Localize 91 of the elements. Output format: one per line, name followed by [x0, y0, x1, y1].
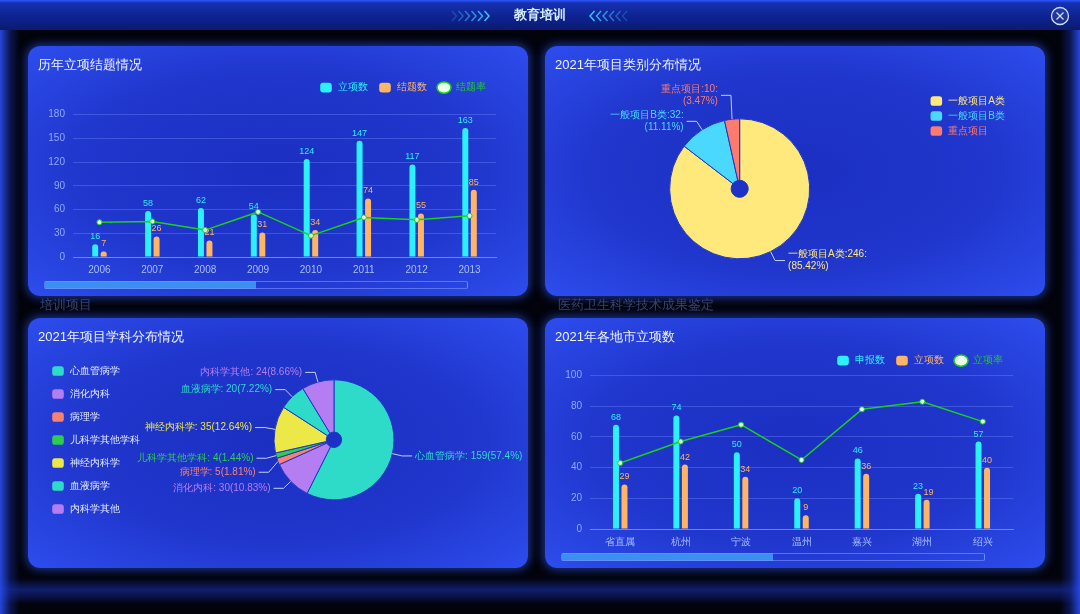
chart-title: 2021年项目学科分布情况: [38, 329, 184, 345]
legend-label: 内科学其他: [70, 502, 120, 514]
legend-label: 消化内科: [70, 387, 110, 399]
data-label: 31: [257, 219, 268, 230]
legend-label: 一般项目B类: [948, 109, 1005, 121]
data-label: 重点项目:10: (3.47%): [661, 83, 718, 107]
data-label: 29: [619, 471, 630, 482]
legend-label: 心血管病学: [69, 364, 120, 376]
data-label: 一般项目A类:246: (85.42%): [788, 248, 867, 272]
x-tick-label: 2010: [299, 263, 323, 275]
x-tick-label: 2013: [458, 263, 482, 275]
y-tick-label: 60: [53, 203, 66, 215]
data-label: 55: [415, 200, 426, 211]
data-label: 62: [195, 194, 206, 205]
legend-label: 病理学: [70, 410, 100, 422]
legend-label: 神经内科学: [70, 456, 120, 468]
data-label: 7: [101, 238, 107, 249]
y-tick-label: 90: [53, 179, 66, 191]
y-tick-label: 120: [48, 155, 66, 167]
x-tick-label: 绍兴: [972, 535, 993, 547]
data-label: 124: [299, 145, 315, 156]
data-label: 34: [740, 463, 751, 474]
data-label: 一般项目B类:32: (11.11%): [610, 109, 684, 133]
data-label: 74: [671, 402, 682, 413]
legend-label: 立项数: [914, 354, 944, 366]
y-tick-label: 40: [570, 461, 583, 473]
legend-label: 立项数: [338, 81, 368, 93]
y-tick-label: 150: [48, 132, 66, 144]
data-label: 血液病学: 20(7.22%): [180, 383, 273, 395]
data-label: 57: [973, 428, 984, 439]
data-label: 74: [363, 185, 374, 196]
data-label: 20: [792, 485, 803, 496]
data-label: 内科学其他: 24(8.66%): [200, 366, 303, 378]
data-label: 46: [852, 445, 863, 456]
legend-label: 申报数: [855, 354, 885, 366]
data-label: 36: [861, 460, 872, 471]
data-label: 病理学: 5(1.81%): [179, 465, 256, 477]
x-tick-label: 省直属: [605, 535, 636, 547]
x-tick-label: 2008: [194, 263, 217, 275]
x-tick-label: 2006: [88, 263, 111, 275]
x-tick-label: 温州: [791, 535, 812, 547]
y-tick-label: 30: [53, 227, 66, 239]
legend-label: 结题数: [397, 81, 427, 93]
y-tick-label: 180: [48, 108, 66, 120]
text: 教育培训: [514, 7, 566, 23]
chart-title: 历年立项结题情况: [38, 57, 142, 73]
data-label: 163: [457, 115, 473, 126]
data-label: 心血管病学: 159(57.4%): [414, 449, 523, 461]
legend-label: 儿科学其他学科: [70, 433, 140, 445]
data-label: 85: [468, 176, 479, 187]
chart-title: 2021年各地市立项数: [555, 329, 675, 345]
data-label: 42: [679, 451, 690, 462]
y-tick-label: 0: [576, 522, 583, 534]
data-label: 21: [204, 227, 215, 238]
y-tick-label: 100: [565, 369, 583, 381]
data-label: 68: [610, 411, 621, 422]
x-tick-label: 嘉兴: [851, 535, 872, 547]
y-tick-label: 0: [59, 250, 66, 262]
data-label: 26: [151, 223, 162, 234]
data-label: 19: [923, 486, 934, 497]
text: 培训项目: [40, 297, 92, 312]
data-label: 34: [310, 217, 321, 228]
x-tick-label: 2012: [405, 263, 429, 275]
data-label: 消化内科: 30(10.83%): [173, 482, 271, 494]
x-tick-label: 杭州: [669, 535, 691, 547]
y-tick-label: 20: [570, 492, 583, 504]
data-label: 40: [982, 454, 993, 465]
data-label: 147: [352, 127, 368, 138]
y-tick-label: 80: [570, 400, 583, 412]
data-label: 16: [90, 231, 101, 242]
x-tick-label: 湖州: [912, 535, 933, 547]
legend-label: 立项率: [973, 354, 1003, 366]
legend-label: 一般项目A类: [948, 94, 1005, 106]
x-tick-label: 宁波: [731, 535, 752, 547]
x-tick-label: 2009: [246, 263, 270, 275]
text: 医药卫生科学技术成果鉴定: [558, 297, 714, 312]
data-label: 50: [731, 439, 742, 450]
data-label: 58: [143, 198, 154, 209]
data-label: 23: [913, 480, 924, 491]
data-label: 9: [803, 502, 809, 513]
y-tick-label: 60: [570, 430, 583, 442]
data-label: 54: [248, 201, 259, 212]
legend-label: 重点项目: [948, 124, 989, 136]
x-tick-label: 2007: [141, 263, 164, 275]
x-tick-label: 2011: [353, 263, 375, 275]
legend-label: 结题率: [456, 81, 486, 93]
legend-label: 血液病学: [70, 479, 110, 491]
data-label: 117: [405, 151, 420, 162]
data-label: 神经内科学: 35(12.64%): [144, 421, 253, 433]
chart-title: 2021年项目类别分布情况: [555, 57, 701, 73]
data-label: 儿科学其他学科: 4(1.44%): [137, 451, 254, 463]
